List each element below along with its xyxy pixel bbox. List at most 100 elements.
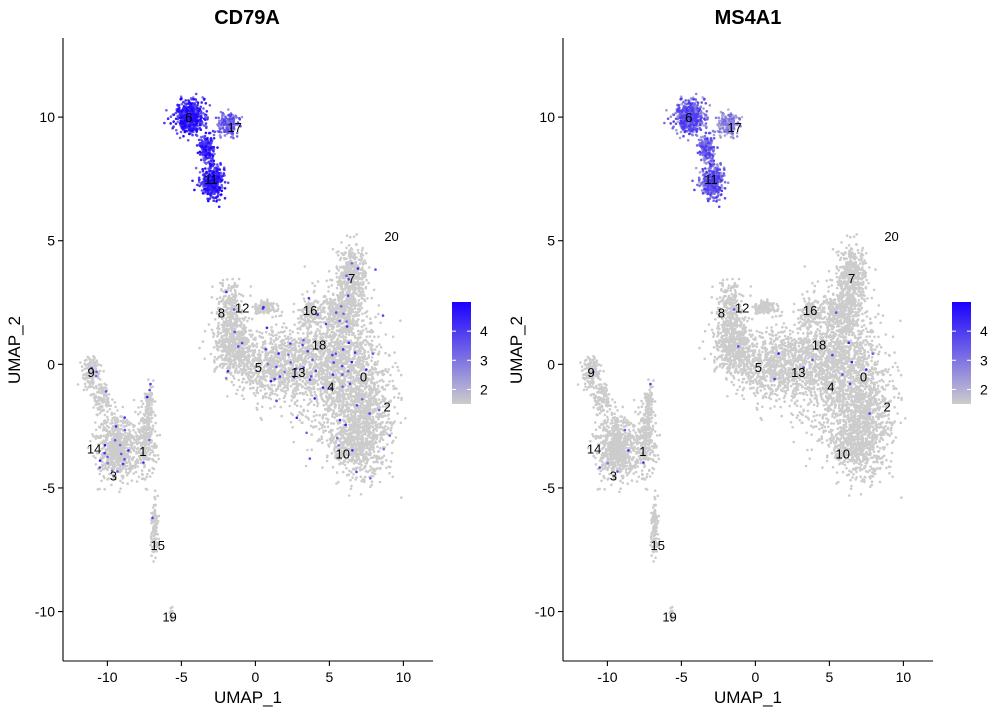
cell-point xyxy=(319,423,323,426)
cell-point xyxy=(282,322,286,325)
cell-point xyxy=(325,403,328,406)
cell-point xyxy=(213,370,216,373)
cell-point xyxy=(218,355,222,358)
cell-point xyxy=(279,363,283,367)
cell-point xyxy=(244,381,248,384)
cell-point xyxy=(352,325,355,328)
cell-point xyxy=(349,478,352,482)
cell-point xyxy=(230,380,234,384)
cell-point xyxy=(280,368,283,371)
cell-point xyxy=(262,341,266,345)
cell-point xyxy=(394,361,397,365)
cell-point xyxy=(337,406,341,410)
cell-point xyxy=(334,332,338,336)
cell-point xyxy=(309,330,313,334)
cell-point xyxy=(369,485,372,489)
cell-point xyxy=(273,361,276,365)
cell-point xyxy=(373,408,377,412)
cell-point xyxy=(335,482,338,485)
cell-point xyxy=(390,432,393,435)
cell-point xyxy=(250,317,254,321)
cell-point xyxy=(286,381,290,385)
cell-point xyxy=(329,309,333,313)
cell-point xyxy=(251,305,254,309)
cell-point xyxy=(363,275,367,279)
cell-point xyxy=(332,331,335,334)
cell-point xyxy=(343,256,346,260)
cell-point xyxy=(331,367,335,370)
cell-point xyxy=(294,390,297,393)
cell-point xyxy=(270,387,273,391)
cell-point xyxy=(386,427,390,431)
cell-point xyxy=(234,361,238,365)
cell-point xyxy=(267,385,270,389)
cell-point xyxy=(374,397,378,401)
cell-point xyxy=(331,305,335,309)
cell-point xyxy=(241,354,245,358)
cell-point xyxy=(301,380,305,383)
cell-point xyxy=(284,368,288,371)
cell-point xyxy=(375,423,379,427)
cell-point xyxy=(261,383,265,387)
cell-point xyxy=(296,331,300,335)
cell-point xyxy=(360,252,363,255)
cell-point xyxy=(329,338,333,342)
cell-point xyxy=(224,344,228,348)
cell-point xyxy=(347,333,351,337)
cell-point xyxy=(342,400,345,404)
cell-point xyxy=(248,383,252,386)
cell-point xyxy=(352,473,355,476)
cell-point xyxy=(262,311,266,315)
cell-point xyxy=(377,304,381,307)
cell-point xyxy=(217,300,221,304)
cell-point xyxy=(400,396,403,400)
cell-point xyxy=(358,262,362,265)
cell-point xyxy=(325,279,329,283)
cell-point xyxy=(376,384,380,388)
cell-point xyxy=(317,321,321,324)
cell-point xyxy=(257,311,261,314)
cell-point xyxy=(225,331,228,334)
cell-point xyxy=(373,386,376,389)
cell-point xyxy=(366,330,369,334)
cell-point xyxy=(312,410,316,414)
cell-point xyxy=(299,340,302,344)
cell-point xyxy=(289,349,292,352)
cell-point xyxy=(319,303,323,307)
cell-point xyxy=(240,333,243,337)
cell-point xyxy=(281,352,285,355)
cell-point xyxy=(240,330,243,333)
cell-point xyxy=(273,374,277,378)
cell-point xyxy=(348,263,352,266)
cell-point xyxy=(404,417,407,420)
cell-point xyxy=(316,355,319,359)
cell-point xyxy=(385,420,389,424)
cell-point xyxy=(338,396,341,399)
cell-point xyxy=(298,418,302,422)
cell-point xyxy=(242,347,245,350)
cell-point xyxy=(352,319,355,323)
cell-point xyxy=(342,274,346,277)
cell-point xyxy=(355,447,358,451)
cell-point xyxy=(259,389,263,392)
cell-point xyxy=(363,324,366,327)
cell-point xyxy=(355,377,359,381)
cell-point xyxy=(274,343,277,346)
cell-point xyxy=(245,363,248,366)
cell-point xyxy=(377,352,381,356)
cell-point xyxy=(314,322,318,325)
cell-point xyxy=(301,322,305,325)
cell-point xyxy=(326,366,330,370)
cell-point xyxy=(353,266,357,270)
cell-point xyxy=(337,296,340,300)
cell-point xyxy=(347,494,351,497)
cell-point xyxy=(333,400,336,404)
cell-point xyxy=(289,345,292,349)
cell-point xyxy=(354,345,358,349)
cell-point xyxy=(327,290,330,293)
cell-point xyxy=(339,291,343,295)
cell-point xyxy=(339,400,342,403)
cell-point xyxy=(391,441,394,445)
cell-point xyxy=(264,395,268,399)
